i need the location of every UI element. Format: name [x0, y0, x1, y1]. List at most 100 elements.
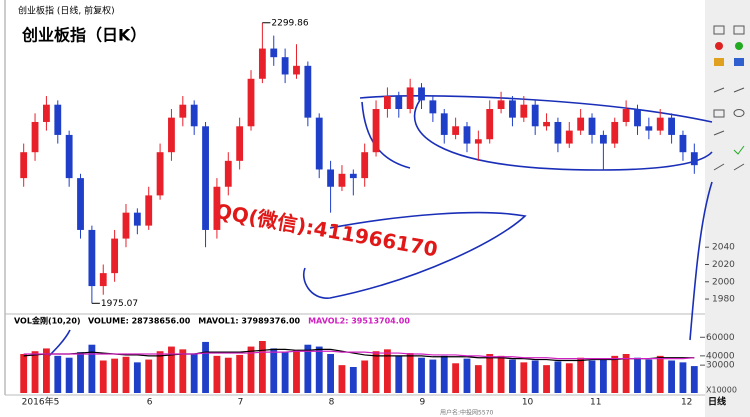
y-tick-label: 2000: [712, 277, 735, 287]
volume-bar: [281, 352, 289, 393]
candle-body: [474, 139, 482, 144]
volume-ma-line: [23, 348, 695, 362]
candle-body: [168, 117, 175, 153]
tool-icon[interactable]: [733, 163, 745, 171]
volume-bar: [565, 363, 573, 393]
volume-bar: [588, 360, 596, 393]
toolbar: [705, 0, 750, 417]
candle-body: [156, 152, 164, 196]
volume-bar: [258, 341, 266, 393]
candle-body: [554, 121, 562, 144]
volume-bar: [293, 350, 300, 393]
tool-icon[interactable]: [713, 87, 725, 93]
volume-bar: [54, 355, 62, 393]
volume-bar: [509, 359, 516, 393]
candle-body: [213, 186, 221, 230]
candle-body: [565, 130, 573, 144]
candle-body: [634, 109, 641, 127]
volume-bar: [474, 365, 482, 393]
y-tick-label: 60000: [706, 333, 735, 343]
volume-bar: [679, 362, 687, 393]
tool-icon[interactable]: [733, 25, 745, 35]
candle-body: [190, 104, 198, 127]
candle-body: [31, 121, 39, 153]
volume-bar: [88, 344, 96, 393]
readout: MAVOL1: 37989376.00: [198, 317, 300, 326]
tool-icon[interactable]: [713, 25, 725, 35]
y-tick-label: 30000: [706, 361, 735, 371]
candle-body: [509, 100, 516, 118]
tool-icon[interactable]: [733, 109, 745, 117]
tool-icon[interactable]: [715, 42, 723, 50]
volume-bar: [690, 366, 698, 393]
volume-bar: [20, 354, 28, 393]
candle-body: [543, 121, 550, 127]
candle-body: [463, 126, 471, 144]
candle-body: [224, 160, 232, 187]
candle-body: [372, 109, 380, 153]
candle-body: [43, 104, 50, 122]
candle-body: [668, 117, 675, 135]
candle-body: [133, 212, 141, 226]
x-tick-label: 12: [681, 398, 692, 408]
candle-body: [304, 65, 312, 118]
volume-bar: [577, 357, 585, 393]
candle-body: [429, 100, 437, 114]
candle-body: [281, 57, 289, 75]
candle-body: [645, 126, 653, 131]
volume-bar: [31, 351, 39, 393]
candle-body: [145, 195, 153, 226]
volume-bar: [111, 358, 119, 393]
candle-body: [361, 152, 369, 179]
candle-body: [588, 117, 596, 135]
tool-icon[interactable]: [735, 42, 743, 50]
volume-bar: [543, 365, 550, 393]
volume-bar: [554, 361, 562, 393]
unit-label: X10000: [706, 386, 737, 395]
volume-bar: [611, 355, 619, 393]
candle-body: [690, 152, 698, 166]
candle-body: [406, 87, 414, 110]
candle-body: [54, 104, 62, 135]
low-label: 1975.07: [101, 299, 138, 309]
candle-body: [577, 117, 585, 131]
candle-body: [418, 87, 425, 101]
candle-body: [270, 48, 278, 58]
volume-bar: [315, 346, 323, 393]
candle-body: [20, 152, 28, 179]
high-label: 2299.86: [271, 18, 308, 28]
volume-bar: [395, 355, 403, 393]
x-tick-label: 7: [238, 398, 244, 408]
volume-bar: [520, 362, 528, 393]
tool-icon[interactable]: [713, 163, 725, 171]
tool-icon[interactable]: [733, 87, 745, 93]
volume-bar: [406, 353, 414, 393]
volume-bar: [224, 357, 232, 393]
volume-bar: [247, 346, 255, 393]
volume-bar: [179, 349, 187, 393]
x-tick-label: 6: [147, 398, 153, 408]
tool-icon[interactable]: [733, 145, 745, 155]
x-tick-label: 11: [590, 398, 601, 408]
candle-body: [258, 48, 266, 79]
candle-body: [99, 273, 107, 287]
x-tick-label: 9: [420, 398, 426, 408]
volume-bar: [202, 341, 209, 393]
candle-body: [497, 100, 505, 110]
y-tick-label: 40000: [706, 351, 735, 361]
readout: VOLUME: 28738656.00: [88, 317, 191, 326]
volume-bar: [486, 354, 494, 393]
volume-bar: [122, 356, 130, 393]
tool-icon[interactable]: [734, 58, 744, 66]
toolbar-icons: [713, 25, 745, 171]
candle-body: [202, 126, 209, 230]
tool-icon[interactable]: [713, 130, 725, 136]
tool-icon[interactable]: [713, 109, 725, 118]
volume-bar: [133, 362, 141, 393]
period-label: 日线: [708, 396, 726, 408]
candle-body: [679, 134, 687, 153]
chart-title: 创业板指（日K）: [21, 26, 146, 45]
tool-icon[interactable]: [714, 58, 724, 66]
x-tick-label: 8: [329, 398, 335, 408]
